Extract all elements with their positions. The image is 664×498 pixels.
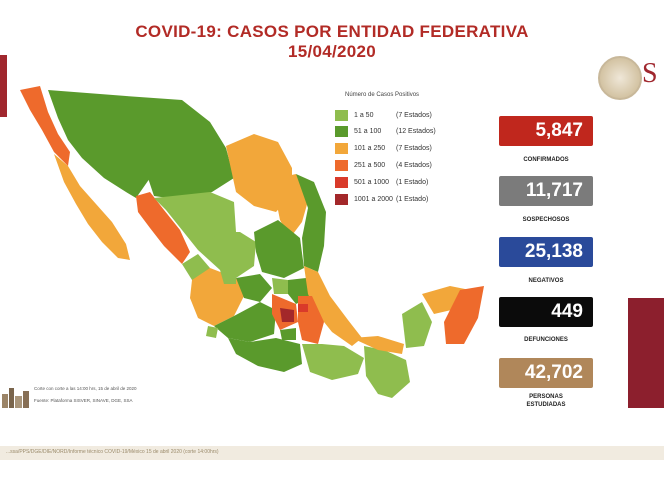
state-nuevo-leon — [276, 174, 310, 238]
legend-swatch — [335, 110, 348, 121]
legend-swatch — [335, 143, 348, 154]
logo-text: S — [642, 58, 658, 89]
legend-swatch — [335, 126, 348, 137]
state-campeche — [402, 302, 432, 348]
footer-bar — [0, 446, 664, 460]
state-quintana-roo — [444, 286, 484, 344]
state-zacatecas — [198, 232, 256, 278]
state-coahuila — [226, 134, 292, 212]
legend-item: 51 a 100 (12 Estados) — [335, 126, 436, 138]
legend-swatch — [335, 177, 348, 188]
right-accent-block — [628, 298, 664, 408]
legend-title: Número de Casos Positivos — [345, 92, 420, 98]
national-seal-icon — [598, 56, 642, 100]
suspected-value: 11,717 — [499, 176, 593, 206]
confirmed-label: CONFIRMADOS — [523, 157, 569, 163]
state-oaxaca — [302, 344, 364, 380]
state-queretaro — [272, 278, 288, 294]
state-colima — [206, 326, 218, 338]
state-durango — [154, 192, 236, 250]
legend-item: 501 a 1000 (1 Estado) — [335, 177, 428, 189]
legend-swatch — [335, 194, 348, 205]
state-guerrero — [228, 338, 302, 372]
state-sonora — [48, 90, 150, 198]
studied-label: PERSONAS ESTUDIADAS — [526, 394, 566, 408]
building-illustration-icon — [2, 388, 29, 408]
legend-item: 101 a 250 (7 Estados) — [335, 143, 432, 155]
state-cdmx — [280, 308, 294, 322]
state-chiapas — [364, 346, 410, 398]
legend-item: 1001 a 2000 (1 Estado) — [335, 194, 428, 206]
state-tabasco — [352, 336, 404, 354]
deaths-label: DEFUNCIONES — [524, 337, 568, 343]
state-tlaxcala — [298, 304, 308, 312]
state-san-luis-potosi — [254, 220, 304, 278]
left-accent-bar — [0, 55, 7, 117]
legend-item: 251 a 500 (4 Estados) — [335, 160, 432, 172]
state-morelos — [280, 328, 296, 340]
state-aguascalientes — [220, 270, 236, 284]
state-sinaloa — [136, 192, 190, 264]
negative-label: NEGATIVOS — [528, 278, 564, 284]
page-title: COVID-19: CASOS POR ENTIDAD FEDERATIVA — [135, 22, 529, 41]
state-veracruz — [304, 266, 362, 346]
suspected-label: SOSPECHOSOS — [522, 217, 570, 223]
notes: Corte con corte a las 14:00 hrs, 15 de a… — [34, 383, 137, 407]
state-tamaulipas — [296, 174, 326, 272]
source-note: Fuente: Plataforma SISVER, SINAVE, DGE, … — [34, 398, 133, 403]
state-michoacan — [214, 302, 276, 342]
legend-item: 1 a 50 (7 Estados) — [335, 110, 432, 122]
cut-note: Corte con corte a las 14:00 hrs, 15 de a… — [34, 386, 137, 391]
report-date: 15/04/2020 — [287, 42, 377, 61]
deaths-value: 449 — [499, 297, 593, 327]
negative-value: 25,138 — [499, 237, 593, 267]
legend-swatch — [335, 160, 348, 171]
state-guanajuato — [236, 274, 272, 302]
footer-text: ...ssa/PPS/DGE/DIE/NORD/Informe técnico … — [6, 449, 219, 455]
confirmed-value: 5,847 — [499, 116, 593, 146]
state-baja-california-sur — [54, 154, 130, 260]
state-chihuahua — [126, 96, 234, 200]
mexico-map — [20, 86, 484, 398]
studied-value: 42,702 — [499, 358, 593, 388]
state-baja-california — [20, 86, 70, 166]
